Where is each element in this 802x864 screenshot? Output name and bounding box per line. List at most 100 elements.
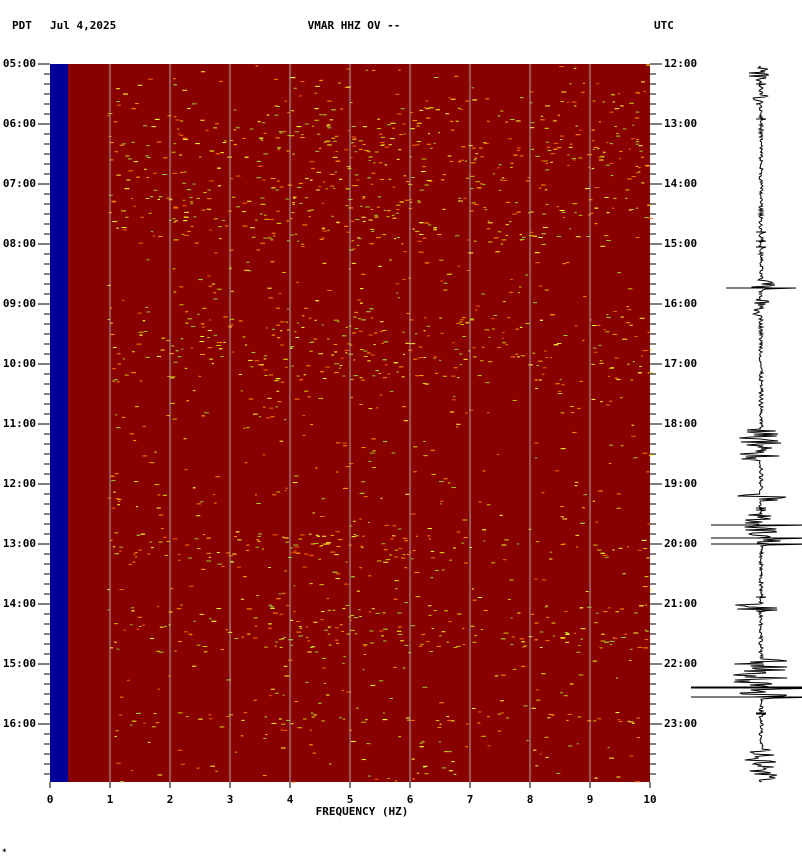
- speckle: [560, 637, 566, 639]
- speckle: [641, 539, 647, 541]
- speckle: [423, 766, 426, 768]
- speckle: [200, 71, 205, 73]
- speckle: [629, 102, 634, 104]
- speckle: [202, 645, 208, 647]
- speckle: [198, 279, 203, 281]
- speckle: [592, 347, 597, 349]
- speckle: [405, 181, 410, 183]
- speckle: [394, 580, 399, 582]
- speckle: [486, 716, 490, 718]
- speckle: [294, 331, 297, 333]
- speckle: [244, 462, 248, 464]
- speckle: [473, 159, 477, 161]
- speckle: [172, 218, 176, 220]
- speckle: [340, 357, 344, 359]
- speckle: [605, 404, 610, 406]
- speckle: [393, 666, 397, 668]
- speckle: [621, 636, 626, 638]
- speckle: [332, 156, 338, 158]
- speckle: [647, 372, 653, 374]
- speckle: [367, 352, 371, 354]
- speckle: [257, 535, 262, 537]
- speckle: [592, 660, 598, 662]
- speckle: [263, 153, 268, 155]
- speckle: [539, 631, 544, 633]
- speckle: [318, 353, 324, 355]
- speckle: [311, 646, 315, 648]
- speckle: [607, 747, 610, 749]
- speckle: [290, 723, 294, 725]
- speckle: [170, 588, 174, 590]
- speckle: [343, 487, 348, 489]
- speckle: [427, 224, 432, 226]
- speckle: [388, 178, 392, 180]
- speckle: [285, 719, 291, 721]
- speckle: [543, 367, 547, 369]
- speckle: [612, 333, 618, 335]
- speckle: [408, 319, 414, 321]
- speckle: [196, 548, 201, 550]
- speckle: [631, 435, 636, 437]
- speckle: [486, 228, 491, 230]
- speckle: [478, 711, 482, 713]
- speckle: [591, 363, 595, 365]
- speckle: [542, 226, 548, 228]
- speckle: [596, 549, 602, 551]
- speckle: [512, 399, 517, 401]
- speckle: [392, 186, 396, 188]
- speckle: [249, 128, 254, 130]
- speckle: [162, 494, 167, 496]
- speckle: [415, 535, 418, 537]
- speckle: [308, 533, 312, 535]
- speckle: [350, 619, 353, 621]
- speckle: [448, 621, 452, 623]
- speckle: [340, 108, 344, 110]
- speckle: [183, 438, 187, 440]
- speckle: [608, 463, 612, 465]
- speckle: [480, 628, 484, 630]
- speckle: [614, 357, 619, 359]
- speckle: [421, 741, 425, 743]
- speckle: [544, 127, 549, 129]
- speckle: [116, 427, 121, 429]
- speckle: [363, 350, 368, 352]
- speckle: [116, 553, 119, 555]
- speckle: [270, 688, 275, 690]
- speckle: [384, 364, 388, 366]
- speckle: [502, 179, 507, 181]
- speckle: [290, 346, 295, 348]
- speckle: [425, 641, 430, 643]
- speckle: [575, 236, 581, 238]
- speckle: [400, 557, 406, 559]
- speckle: [618, 547, 623, 549]
- speckle: [549, 558, 553, 560]
- speckle: [399, 201, 404, 203]
- speckle: [322, 378, 327, 380]
- speckle: [319, 114, 323, 116]
- speckle: [440, 500, 444, 502]
- speckle: [327, 289, 332, 291]
- speckle: [185, 716, 189, 718]
- speckle: [433, 610, 437, 612]
- speckle: [291, 365, 294, 367]
- speckle: [259, 213, 263, 215]
- speckle: [336, 642, 340, 644]
- speckle: [184, 211, 189, 213]
- speckle: [484, 329, 490, 331]
- speckle: [600, 552, 605, 554]
- speckle: [631, 722, 635, 724]
- speckle: [359, 615, 362, 617]
- speckle: [502, 332, 505, 334]
- speckle: [279, 330, 283, 332]
- speckle: [646, 471, 650, 473]
- speckle: [299, 534, 305, 536]
- speckle: [217, 341, 222, 343]
- speckle: [327, 633, 331, 635]
- speckle: [207, 189, 211, 191]
- speckle: [535, 765, 539, 767]
- speckle: [531, 707, 536, 709]
- speckle: [529, 91, 534, 93]
- speckle: [429, 147, 433, 149]
- speckle: [412, 778, 415, 780]
- speckle: [497, 730, 502, 732]
